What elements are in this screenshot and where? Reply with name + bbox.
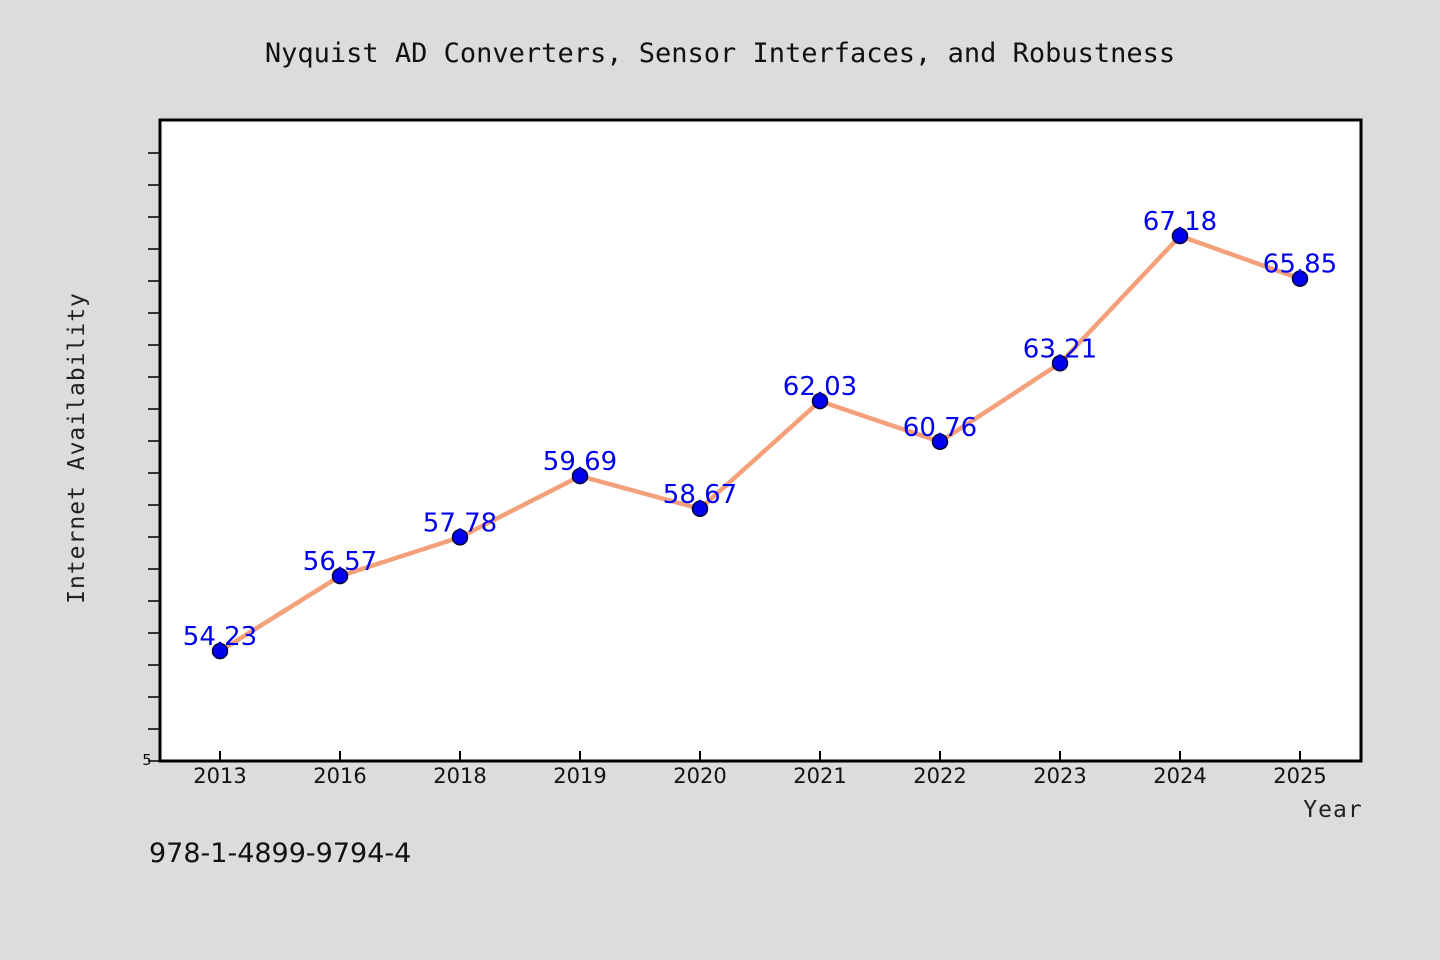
x-tick-label: 2013 — [193, 764, 246, 788]
x-tick-label: 2022 — [913, 764, 966, 788]
plot-area — [158, 118, 1363, 763]
data-label: 67.18 — [1143, 207, 1217, 237]
x-tick-label: 2024 — [1153, 764, 1206, 788]
data-label: 54.23 — [183, 622, 257, 652]
data-label: 57.78 — [423, 508, 497, 538]
data-labels: 54.23 56.57 57.78 59.69 58.67 62.03 60.76 63.21… — [183, 207, 1337, 652]
data-label: 60.76 — [903, 413, 977, 443]
data-label: 65.85 — [1263, 250, 1337, 280]
isbn-footer: 978-1-4899-9794-4 — [149, 838, 411, 869]
data-point — [811, 392, 829, 410]
data-markers — [211, 227, 1309, 660]
data-label: 59.69 — [543, 447, 617, 477]
y-tick-label: 5 — [142, 751, 152, 769]
x-axis-ticks: 2013 2016 2018 2019 2020 2021 2022 2023 2024 2025 — [193, 751, 1327, 788]
data-point — [211, 642, 229, 660]
data-label: 58.67 — [663, 480, 737, 510]
x-tick-label: 2016 — [313, 764, 366, 788]
data-label: 63.21 — [1023, 334, 1097, 364]
data-point — [451, 529, 469, 546]
x-tick-label: 2021 — [793, 764, 846, 788]
data-label: 62.03 — [783, 372, 857, 402]
data-point — [1051, 355, 1069, 372]
data-point — [1291, 270, 1309, 287]
x-tick-label: 2019 — [553, 764, 606, 788]
x-tick-label: 2020 — [673, 764, 726, 788]
x-tick-label: 2018 — [433, 764, 486, 788]
y-axis-ticks — [148, 152, 160, 762]
data-point — [931, 433, 949, 451]
data-point — [691, 500, 709, 518]
data-point — [571, 467, 589, 485]
data-point — [331, 567, 349, 585]
chart-title: Nyquist AD Converters, Sensor Interfaces… — [265, 38, 1175, 69]
series-line — [218, 233, 1301, 653]
x-tick-label: 2023 — [1033, 764, 1086, 788]
data-point — [1171, 227, 1189, 245]
x-tick-label: 2025 — [1273, 764, 1326, 788]
x-axis-label: Year — [1303, 797, 1362, 823]
data-label: 56.57 — [303, 547, 377, 577]
y-axis-label: Internet Availability — [64, 292, 90, 604]
